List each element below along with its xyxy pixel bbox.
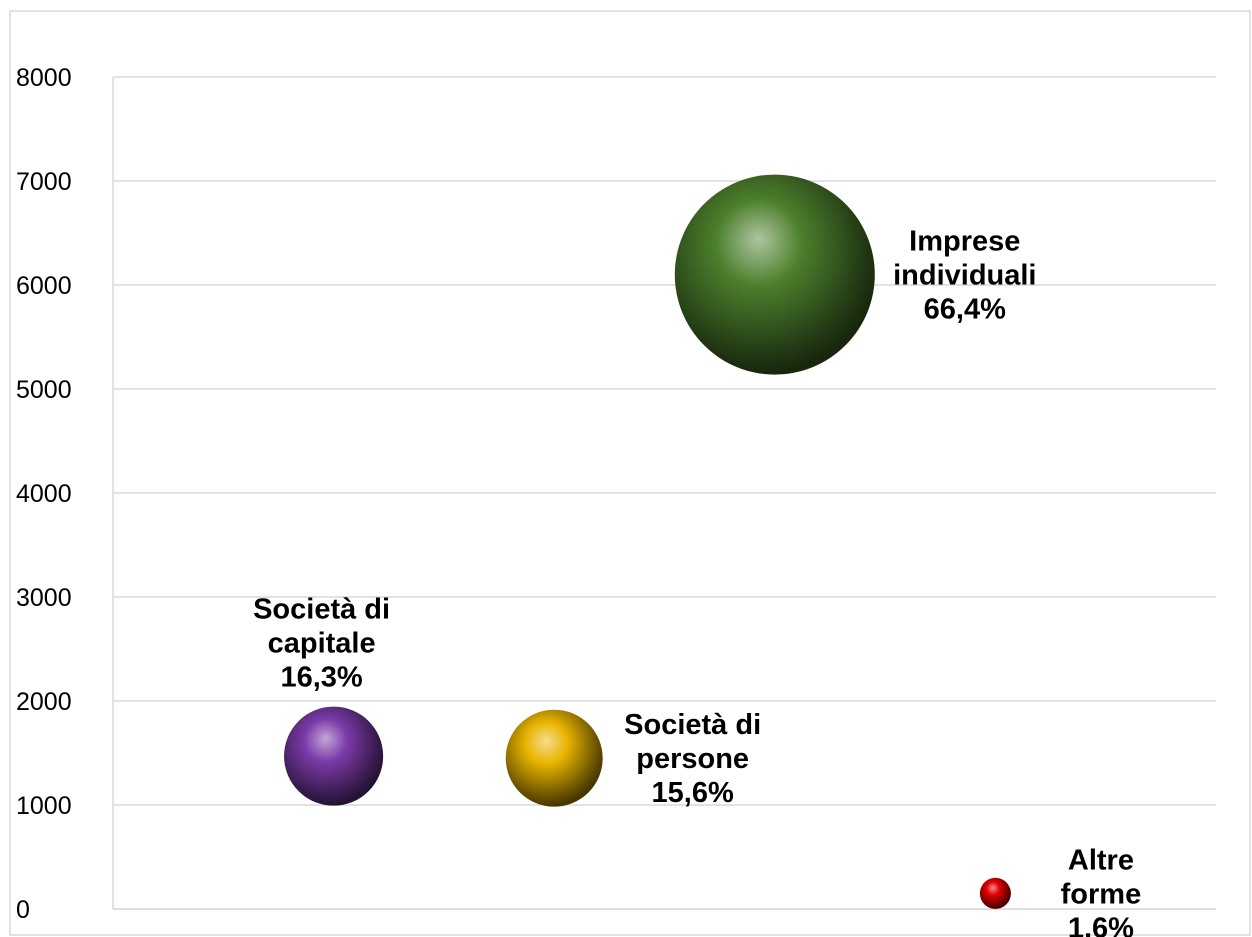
y-tick-label: 2000	[16, 688, 72, 716]
y-tick-label: 0	[16, 896, 30, 924]
bubble-label: 66,4%	[924, 294, 1006, 326]
bubble-label: 16,3%	[280, 662, 362, 694]
bubble-label: capitale	[268, 628, 376, 660]
bubble-label: 15,6%	[652, 777, 734, 809]
y-tick-label: 1000	[16, 792, 72, 820]
bubble	[505, 709, 603, 807]
y-axis-ticks: 0 1000 2000 3000 4000 5000 6000 7000 8000	[16, 64, 72, 924]
y-tick-label: 3000	[16, 584, 72, 612]
bubble-label: Altre	[1068, 844, 1134, 876]
y-tick-label: 8000	[16, 64, 72, 92]
bubble-label: 1,6%	[1068, 912, 1134, 937]
y-tick-label: 7000	[16, 168, 72, 196]
bubble-label: Società di	[253, 594, 390, 626]
bubble-label: persone	[636, 743, 749, 775]
bubble	[284, 706, 384, 806]
bubble-label: individuali	[893, 260, 1036, 292]
bubble	[674, 174, 875, 375]
y-tick-label: 4000	[16, 480, 72, 508]
y-tick-label: 5000	[16, 376, 72, 404]
y-tick-label: 6000	[16, 272, 72, 300]
bubble-label: Società di	[624, 709, 761, 741]
bubble-label: Imprese	[909, 226, 1020, 258]
chart-frame	[9, 10, 1251, 936]
gridlines	[112, 76, 1216, 910]
bubbles	[284, 174, 1011, 909]
bubble-label: forme	[1061, 878, 1142, 910]
bubble	[979, 877, 1011, 909]
